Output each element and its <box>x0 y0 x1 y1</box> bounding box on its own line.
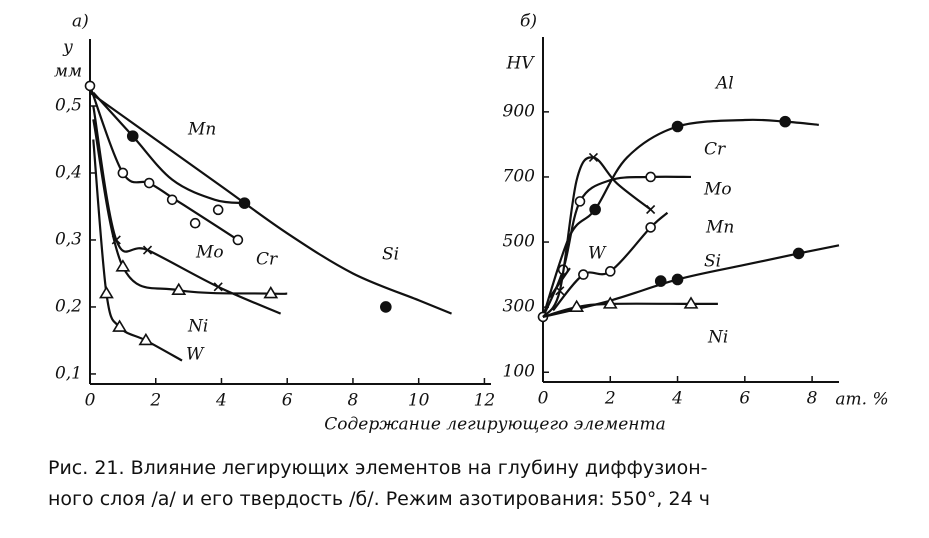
marker <box>645 222 656 233</box>
marker <box>117 167 129 179</box>
curve-label: Si <box>382 245 399 265</box>
curve-label: Ni <box>187 317 208 337</box>
y-tick-label: 0,3 <box>55 229 82 249</box>
y-tick-label: 900 <box>503 101 536 121</box>
x-tick-label: 6 <box>739 389 750 409</box>
marker <box>212 204 224 216</box>
curve <box>548 267 571 299</box>
curve-label: Al <box>714 74 734 94</box>
x-tick-label: 8 <box>348 391 359 411</box>
x-tick-label: 12 <box>474 391 496 411</box>
x-axis-label: Содержание легирующего элемента <box>324 415 666 435</box>
y-tick-label: 0,1 <box>55 363 82 383</box>
x-tick-label: 0 <box>85 391 96 411</box>
marker <box>112 319 127 332</box>
curve <box>92 139 183 362</box>
x-tick-label: 2 <box>149 391 161 411</box>
marker <box>126 130 139 142</box>
marker <box>645 171 656 183</box>
marker <box>654 275 667 287</box>
marker <box>604 266 616 277</box>
marker <box>380 301 392 313</box>
curve <box>92 91 245 205</box>
curve <box>89 91 452 315</box>
marker <box>779 115 791 128</box>
curve-label: Mn <box>705 218 734 238</box>
x-tick-label: 0 <box>538 389 549 409</box>
y-tick-label: 300 <box>503 297 536 317</box>
y-tick-label: 100 <box>503 362 536 382</box>
marker <box>143 177 155 189</box>
curve-label: Mn <box>187 120 216 140</box>
y-axis-label: у <box>62 38 73 58</box>
marker <box>115 259 131 272</box>
curve-label: Ni <box>707 328 728 348</box>
curve-label: W <box>186 345 205 365</box>
marker <box>589 203 601 216</box>
marker <box>792 247 805 260</box>
marker <box>671 120 684 133</box>
y-axis-unit: мм <box>54 62 82 82</box>
marker <box>232 234 244 246</box>
curve-label: Mo <box>195 243 224 263</box>
marker <box>671 273 684 286</box>
curve-label: Si <box>704 252 721 272</box>
curve <box>88 85 239 241</box>
y-tick-label: 0,2 <box>55 296 82 316</box>
x-tick-label: 8 <box>807 389 818 409</box>
marker <box>99 286 114 299</box>
y-tick-label: 500 <box>503 232 536 252</box>
curve-label: W <box>588 244 607 264</box>
curve <box>92 105 282 315</box>
marker <box>569 299 585 312</box>
x-tick-label: 4 <box>671 389 683 409</box>
marker <box>138 332 154 346</box>
marker <box>646 204 656 215</box>
marker <box>602 296 618 309</box>
panel-label: б) <box>520 12 537 32</box>
curve-label: Cr <box>704 140 726 160</box>
marker <box>142 245 153 255</box>
marker <box>213 282 223 292</box>
marker <box>263 286 279 299</box>
x-tick-label: 4 <box>215 391 227 411</box>
curve <box>92 119 288 295</box>
caption-line: ного слоя /а/ и его твердость /б/. Режим… <box>48 488 710 510</box>
marker <box>578 269 589 280</box>
marker <box>683 296 699 309</box>
x-tick-label: 10 <box>408 391 430 411</box>
curve-label: Cr <box>256 250 278 270</box>
marker <box>574 196 586 207</box>
y-tick-label: 0,5 <box>55 95 82 115</box>
x-tick-label: 2 <box>604 389 616 409</box>
marker <box>166 194 178 206</box>
marker <box>588 152 599 162</box>
panel-label: а) <box>72 12 89 32</box>
marker <box>189 217 201 229</box>
y-axis-label: HV <box>505 54 535 74</box>
curve-label: Mo <box>703 180 732 200</box>
caption-line: Рис. 21. Влияние легирующих элементов на… <box>48 457 708 479</box>
x-tick-label: 6 <box>282 391 293 411</box>
y-tick-label: 0,4 <box>55 162 82 182</box>
x-axis-unit: ат. % <box>835 390 888 410</box>
marker <box>171 282 187 296</box>
marker <box>84 80 96 92</box>
y-tick-label: 700 <box>503 166 536 186</box>
